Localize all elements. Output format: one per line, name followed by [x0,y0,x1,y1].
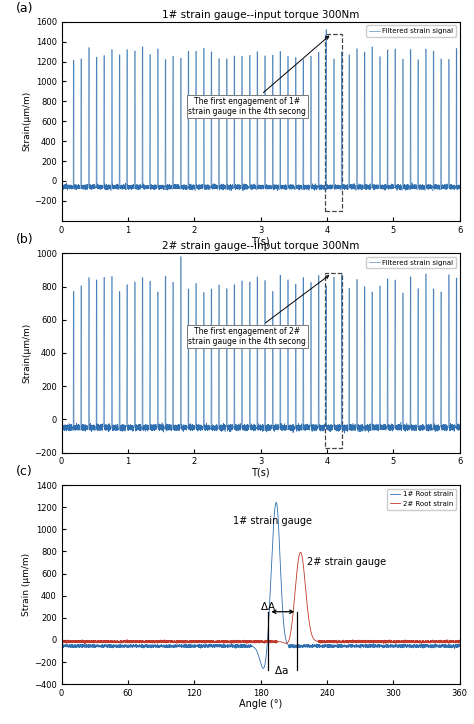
2# Root strain [298,548,303,557]
2# Root strain [457,637,463,646]
Line: 2# Root strain: 2# Root strain [62,552,460,644]
Text: The first engagement of 2#
strain gauge in the 4th secong: The first engagement of 2# strain gauge … [189,276,328,346]
2# Root strain [82,639,88,648]
Text: $\Delta$a: $\Delta$a [274,664,289,675]
Title: 2# strain gauge--input torque 300Nm: 2# strain gauge--input torque 300Nm [162,241,359,251]
2# Root strain [247,638,253,647]
Y-axis label: Strain(μm/m): Strain(μm/m) [22,91,31,151]
Text: (c): (c) [16,465,33,478]
1# Root strain [247,641,253,650]
Legend: 1# Root strain, 2# Root strain: 1# Root strain, 2# Root strain [387,489,456,510]
Line: 1# Root strain: 1# Root strain [62,502,460,668]
Title: 1# strain gauge--input torque 300Nm: 1# strain gauge--input torque 300Nm [162,9,359,20]
Y-axis label: Strain(μm/m): Strain(μm/m) [22,323,31,383]
2# Root strain [59,638,64,647]
1# Root strain [194,641,200,650]
Bar [325,273,342,447]
1# Root strain [440,641,446,649]
X-axis label: T(s): T(s) [251,236,270,246]
Y-axis label: Strain (μm/m): Strain (μm/m) [22,553,31,616]
2# Root strain [350,638,356,647]
2# Root strain [194,637,200,646]
1# Root strain [59,641,64,649]
1# Root strain [260,664,266,673]
Text: 1# strain gauge: 1# strain gauge [233,515,312,526]
Text: (b): (b) [16,233,34,246]
2# Root strain [440,636,446,645]
1# Root strain [457,641,463,650]
Text: 2# strain gauge: 2# strain gauge [307,557,386,567]
X-axis label: Angle (°): Angle (°) [239,699,283,710]
2# Root strain [435,637,441,646]
Text: $\Delta$A: $\Delta$A [260,599,276,612]
1# Root strain [350,641,356,650]
Text: (a): (a) [16,1,33,14]
Legend: Filtered strain signal: Filtered strain signal [366,257,456,269]
1# Root strain [435,641,441,650]
Legend: Filtered strain signal: Filtered strain signal [366,25,456,37]
1# Root strain [273,498,279,507]
2# Root strain [361,638,367,647]
X-axis label: T(s): T(s) [251,468,270,478]
1# Root strain [361,641,367,649]
Bar [325,33,342,211]
Text: The first engagement of 1#
strain gauge in the 4th secong: The first engagement of 1# strain gauge … [189,36,329,116]
